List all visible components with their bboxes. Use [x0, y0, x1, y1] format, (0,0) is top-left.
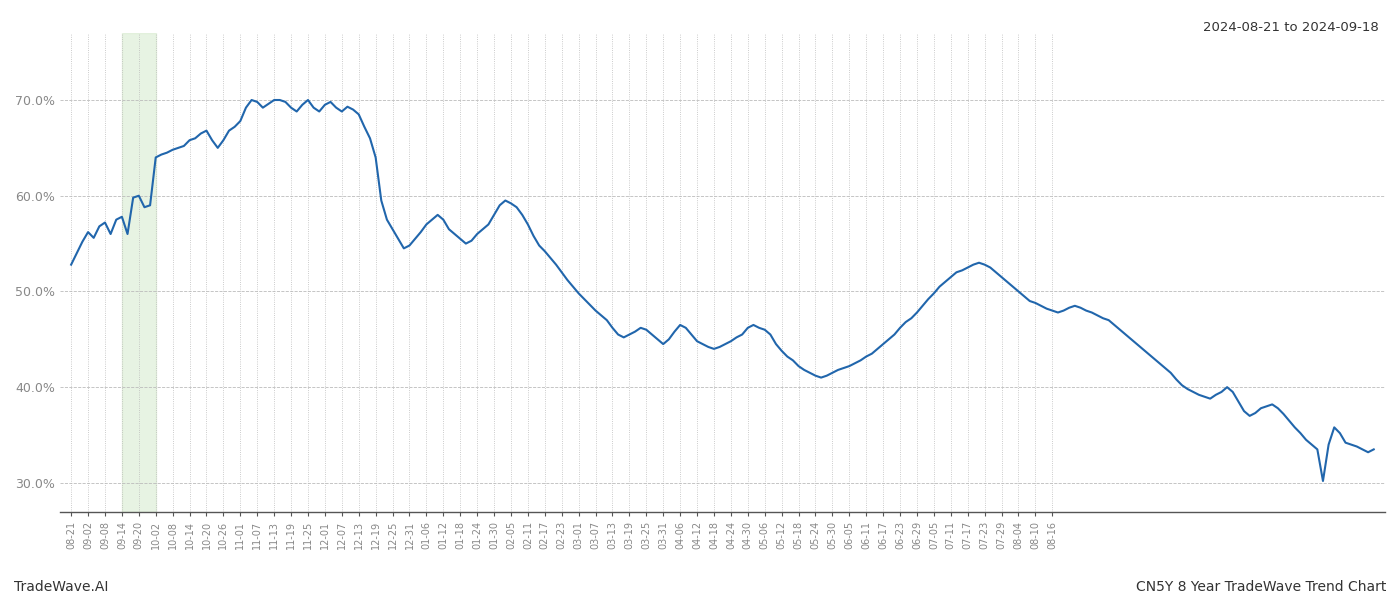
Bar [122, 33, 155, 512]
Text: CN5Y 8 Year TradeWave Trend Chart: CN5Y 8 Year TradeWave Trend Chart [1135, 580, 1386, 594]
Text: TradeWave.AI: TradeWave.AI [14, 580, 108, 594]
Text: 2024-08-21 to 2024-09-18: 2024-08-21 to 2024-09-18 [1203, 21, 1379, 34]
